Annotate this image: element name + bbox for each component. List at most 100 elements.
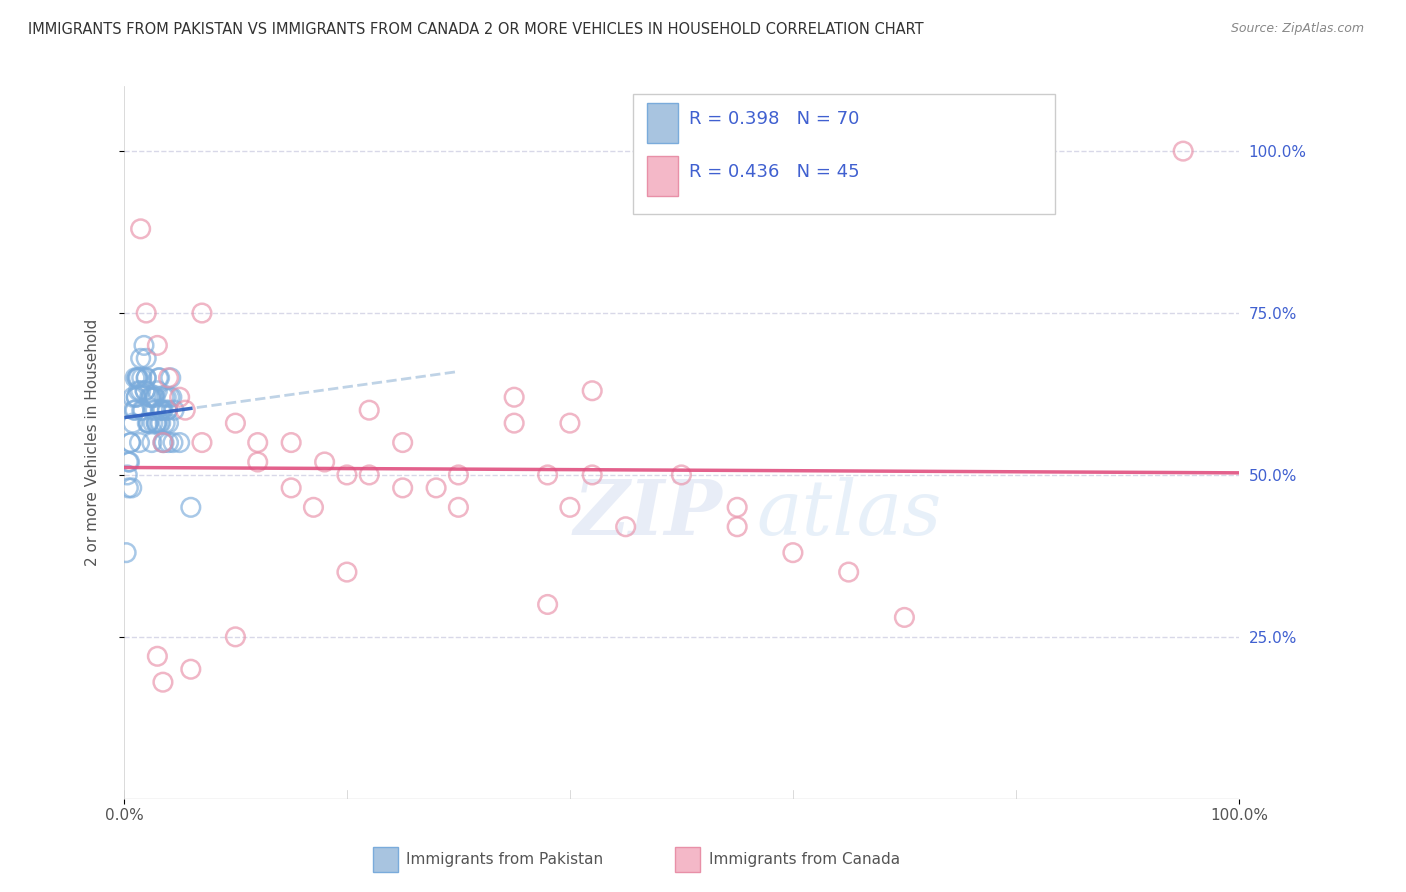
Point xyxy=(224,416,246,430)
Point xyxy=(155,390,177,404)
Point xyxy=(127,384,149,398)
Point xyxy=(159,390,181,404)
Point xyxy=(280,481,302,495)
Point xyxy=(581,467,603,482)
Point xyxy=(280,435,302,450)
Text: Immigrants from Canada: Immigrants from Canada xyxy=(709,853,900,867)
Point xyxy=(156,403,179,417)
Text: Immigrants from Pakistan: Immigrants from Pakistan xyxy=(406,853,603,867)
Point xyxy=(124,371,146,385)
Point xyxy=(838,565,860,579)
Point xyxy=(142,416,165,430)
Point xyxy=(156,403,179,417)
Point xyxy=(128,435,150,450)
Text: atlas: atlas xyxy=(756,477,942,550)
Point xyxy=(121,481,143,495)
Point xyxy=(132,403,155,417)
Point xyxy=(160,390,183,404)
Point xyxy=(163,403,186,417)
Point xyxy=(359,467,381,482)
Point xyxy=(122,403,145,417)
Point xyxy=(302,500,325,515)
Point xyxy=(138,416,160,430)
Point xyxy=(157,416,180,430)
Point xyxy=(150,403,173,417)
Point xyxy=(149,416,172,430)
Point xyxy=(536,467,558,482)
Point xyxy=(149,416,172,430)
Point xyxy=(169,390,191,404)
Point xyxy=(120,435,142,450)
Text: R = 0.436   N = 45: R = 0.436 N = 45 xyxy=(689,163,859,181)
Point xyxy=(153,435,176,450)
Text: IMMIGRANTS FROM PAKISTAN VS IMMIGRANTS FROM CANADA 2 OR MORE VEHICLES IN HOUSEHO: IMMIGRANTS FROM PAKISTAN VS IMMIGRANTS F… xyxy=(28,22,924,37)
Point xyxy=(246,455,269,469)
Text: Source: ZipAtlas.com: Source: ZipAtlas.com xyxy=(1230,22,1364,36)
Point xyxy=(141,390,163,404)
Point xyxy=(536,598,558,612)
Point xyxy=(135,371,157,385)
Point xyxy=(191,306,214,320)
Point xyxy=(174,403,197,417)
Point xyxy=(146,416,169,430)
Point xyxy=(135,351,157,366)
Point xyxy=(180,662,202,676)
Point xyxy=(447,467,470,482)
Point xyxy=(224,630,246,644)
Point xyxy=(131,403,153,417)
Text: R = 0.398   N = 70: R = 0.398 N = 70 xyxy=(689,110,859,128)
Point xyxy=(136,416,159,430)
Point xyxy=(153,416,176,430)
Point xyxy=(138,390,160,404)
Point xyxy=(148,371,170,385)
Point xyxy=(725,500,748,515)
Point xyxy=(139,390,162,404)
Point xyxy=(121,390,143,404)
Point xyxy=(503,390,526,404)
Point xyxy=(149,403,172,417)
Point xyxy=(131,371,153,385)
Point xyxy=(135,306,157,320)
Text: ZIP: ZIP xyxy=(574,477,723,550)
Point xyxy=(614,520,637,534)
Point xyxy=(146,384,169,398)
Point xyxy=(135,371,157,385)
Point xyxy=(142,403,165,417)
Point xyxy=(124,403,146,417)
Point xyxy=(152,675,174,690)
Point xyxy=(581,384,603,398)
Point xyxy=(162,435,184,450)
Point xyxy=(143,403,166,417)
Point xyxy=(1173,144,1195,158)
Point xyxy=(120,435,142,450)
Point xyxy=(132,338,155,352)
Point xyxy=(425,481,447,495)
Point xyxy=(146,649,169,664)
Point xyxy=(121,416,143,430)
Point xyxy=(336,565,359,579)
Point xyxy=(146,338,169,352)
Point xyxy=(145,416,167,430)
Point xyxy=(558,500,581,515)
Point xyxy=(336,467,359,482)
Point xyxy=(725,520,748,534)
Point xyxy=(127,371,149,385)
Point xyxy=(115,546,138,560)
Point xyxy=(134,384,156,398)
Point xyxy=(169,435,191,450)
Point xyxy=(447,500,470,515)
Point xyxy=(138,416,160,430)
Point xyxy=(782,546,804,560)
Point xyxy=(671,467,693,482)
Point xyxy=(157,371,180,385)
Point xyxy=(129,351,152,366)
Point xyxy=(391,435,413,450)
Point xyxy=(153,390,176,404)
Point xyxy=(127,371,149,385)
Point xyxy=(191,435,214,450)
Point xyxy=(145,416,167,430)
Point xyxy=(152,403,174,417)
Point xyxy=(359,403,381,417)
Point xyxy=(558,416,581,430)
Point xyxy=(157,435,180,450)
